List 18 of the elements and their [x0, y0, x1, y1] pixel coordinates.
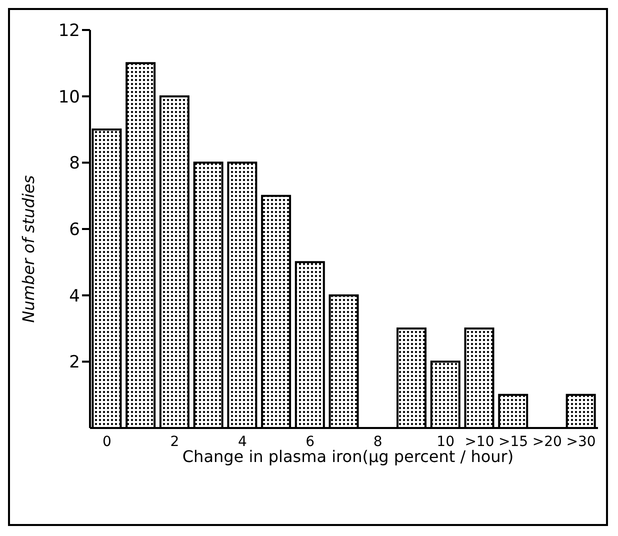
y-tick-label: 4: [69, 286, 80, 306]
x-tick-label: >30: [566, 434, 596, 450]
x-tick-label: 0: [102, 434, 112, 450]
y-axis-title: Number of studies: [19, 175, 38, 323]
x-tick-label: >10: [464, 434, 494, 450]
y-tick-label: 12: [58, 21, 80, 42]
x-tick-label: >20: [532, 434, 562, 450]
x-tick-label: >15: [498, 434, 528, 450]
x-tick-label: 8: [373, 434, 382, 450]
y-tick-label: 8: [69, 154, 80, 174]
y-tick-label: 2: [69, 352, 80, 373]
y-tick-label: 10: [58, 87, 80, 108]
x-axis-title: Change in plasma iron(μg percent / hour): [182, 447, 514, 466]
x-tick-label: 2: [170, 434, 180, 450]
x-tick-label: 10: [436, 434, 455, 450]
x-tick-label: 6: [306, 434, 315, 450]
y-tick-label: 6: [69, 220, 80, 240]
x-tick-label: 4: [238, 434, 247, 450]
